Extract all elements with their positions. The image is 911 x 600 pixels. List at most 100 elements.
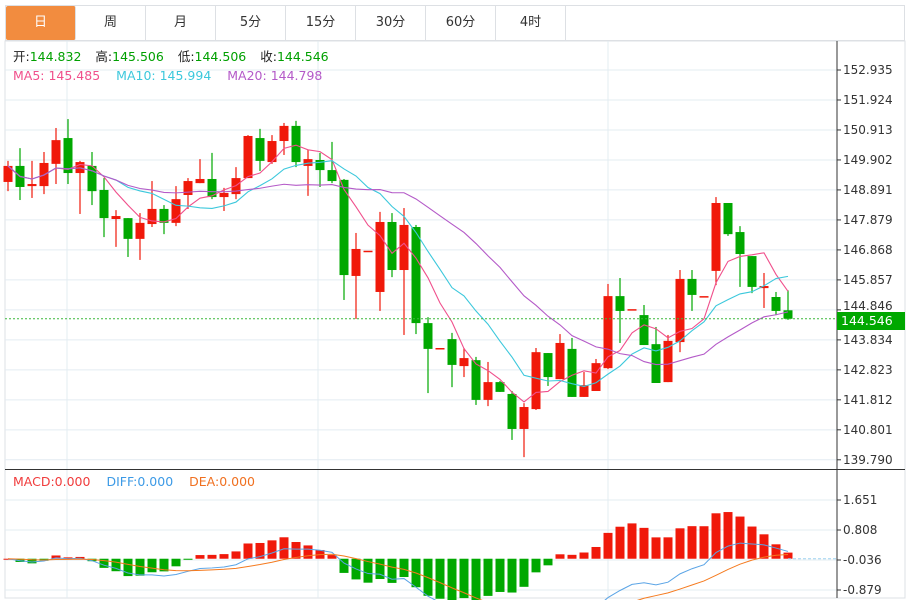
candle-up: [111, 216, 121, 220]
price-tick-label: 149.902: [843, 153, 893, 167]
macd-bar: [483, 558, 493, 596]
candle-down: [471, 360, 481, 400]
candle-up: [531, 352, 541, 410]
macd-tick-label: 1.651: [843, 493, 877, 507]
macd-bar: [159, 558, 169, 572]
current-price-label: 144.546: [837, 312, 905, 330]
candle-up: [435, 348, 445, 350]
macd-bar: [783, 552, 793, 559]
macd-bar: [591, 546, 601, 559]
tab-30min[interactable]: 30分: [356, 6, 426, 40]
candle-down: [615, 296, 625, 311]
candle-up: [3, 165, 13, 182]
chart-frame: [4, 40, 906, 599]
ma20-line: [7, 165, 789, 366]
close-label: 收:: [260, 49, 277, 64]
macd-tick-label: -0.879: [843, 583, 882, 597]
macd-bar: [291, 542, 301, 559]
macd-bar: [531, 558, 541, 573]
candle-down: [651, 344, 661, 383]
macd-value: MACD:0.000: [13, 474, 91, 489]
macd-bar: [567, 554, 577, 559]
price-tick-label: 139.790: [843, 453, 893, 467]
macd-bar: [375, 558, 385, 580]
price-tick-label: 150.913: [843, 123, 893, 137]
diff-value: DIFF:0.000: [106, 474, 174, 489]
macd-bar: [219, 554, 229, 559]
macd-bar: [363, 558, 373, 583]
candle-down: [771, 297, 781, 311]
macd-bar: [723, 512, 733, 559]
macd-bar: [687, 526, 697, 559]
candle-down: [255, 138, 265, 161]
candle-down: [327, 170, 337, 182]
tab-60min[interactable]: 60分: [426, 6, 496, 40]
candle-up: [579, 385, 589, 397]
macd-bar: [675, 528, 685, 559]
macd-bar: [111, 558, 121, 572]
candle-up: [351, 248, 361, 276]
candle-up: [171, 199, 181, 223]
macd-bar: [231, 551, 241, 559]
tab-month[interactable]: 月: [146, 6, 216, 40]
candle-down: [495, 382, 505, 392]
candle-up: [519, 407, 529, 429]
candle-down: [423, 323, 433, 349]
low-label: 低:: [177, 49, 195, 64]
candle-down: [507, 393, 517, 429]
macd-bar: [735, 516, 745, 559]
price-tick-label: 147.879: [843, 213, 893, 227]
tab-15min[interactable]: 15分: [286, 6, 356, 40]
macd-bar: [651, 537, 661, 559]
ma-info: MA5: 145.485 MA10: 145.994 MA20: 144.798: [13, 68, 322, 84]
macd-bar: [555, 554, 565, 559]
macd-bar: [243, 543, 253, 559]
candle-down: [207, 178, 217, 198]
candle-up: [195, 178, 205, 184]
price-tick-label: 146.868: [843, 243, 893, 257]
macd-bar: [447, 558, 457, 600]
open-value: 144.832: [29, 49, 82, 64]
candle-down: [291, 125, 301, 163]
price-tick-label: 145.857: [843, 273, 893, 287]
candle-up: [555, 342, 565, 380]
tab-day[interactable]: 日: [6, 6, 76, 40]
candle-down: [387, 221, 397, 271]
macd-bar: [327, 555, 337, 559]
macd-bar: [123, 558, 133, 577]
macd-info: MACD:0.000 DIFF:0.000 DEA:0.000: [13, 474, 255, 490]
tab-4hour[interactable]: 4时: [496, 6, 566, 40]
candle-up: [759, 286, 769, 289]
candle-up: [711, 202, 721, 271]
macd-bar: [747, 526, 757, 559]
candle-down: [411, 227, 421, 324]
diff-line: [7, 542, 789, 600]
candle-down: [543, 353, 553, 378]
candle-up: [663, 340, 673, 383]
macd-bar: [207, 554, 217, 559]
ma20-value: MA20: 144.798: [227, 68, 323, 83]
dea-line: [7, 553, 789, 600]
candle-down: [63, 138, 73, 174]
period-tabs: 日 周 月 5分 15分 30分 60分 4时: [5, 5, 905, 41]
tab-week[interactable]: 周: [76, 6, 146, 40]
macd-bar: [195, 555, 205, 559]
macd-bar: [579, 552, 589, 559]
price-tick-label: 142.823: [843, 363, 893, 377]
candle-up: [267, 141, 277, 163]
candle-down: [735, 232, 745, 255]
tab-5min[interactable]: 5分: [216, 6, 286, 40]
candle-up: [147, 208, 157, 225]
macd-bar: [759, 534, 769, 559]
macd-bar: [99, 558, 109, 568]
price-tick-label: 151.924: [843, 93, 893, 107]
high-value: 145.506: [112, 49, 164, 64]
candle-up: [27, 184, 37, 187]
macd-bar: [663, 537, 673, 559]
ohlc-info: 开:144.832 高:145.506 低:144.506 收:144.546: [13, 49, 339, 65]
candle-down: [87, 165, 97, 192]
macd-tick-label: -0.036: [843, 553, 882, 567]
macd-bar: [387, 558, 397, 583]
